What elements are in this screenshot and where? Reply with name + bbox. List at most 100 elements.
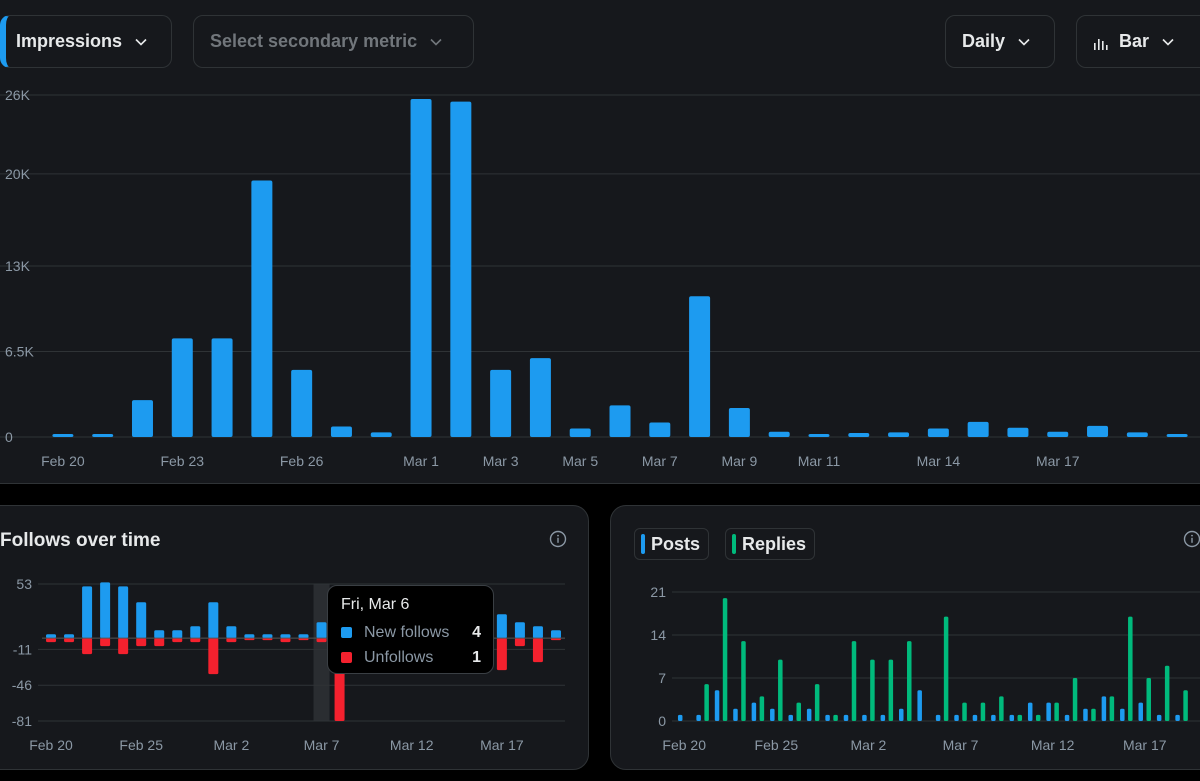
- unfollows-bar: [496, 638, 507, 671]
- hover-highlight: [313, 584, 330, 721]
- chevron-down-icon: [1161, 35, 1175, 49]
- new-follows-bar: [514, 622, 525, 639]
- impressions-bar: [848, 433, 870, 437]
- impressions-bar: [1087, 425, 1109, 437]
- y-tick-label: 26K: [5, 87, 31, 103]
- follows-panel-title: Follows over time: [0, 530, 161, 551]
- info-icon[interactable]: [549, 530, 567, 548]
- unfollows-bar: [172, 638, 183, 643]
- chevron-down-icon: [429, 35, 443, 49]
- posts-bar: [770, 708, 775, 721]
- new-follows-bar: [280, 634, 291, 639]
- replies-bar: [1183, 690, 1188, 721]
- replies-bar: [1035, 714, 1041, 721]
- impressions-bar: [927, 428, 949, 437]
- posts-bar: [1064, 714, 1070, 721]
- y-tick-label: 13K: [5, 258, 31, 274]
- unfollows-bar: [514, 638, 525, 647]
- posts-bar: [1083, 708, 1088, 721]
- interval-label: Daily: [962, 31, 1006, 51]
- new-follows-bar: [154, 630, 165, 639]
- replies-bar: [1164, 665, 1170, 721]
- x-tick-label: Feb 25: [755, 737, 799, 753]
- unfollows-bar: [280, 638, 291, 643]
- impressions-bar: [808, 434, 830, 437]
- y-tick-label: -46: [12, 677, 32, 693]
- x-tick-label: Mar 1: [403, 453, 439, 469]
- unfollows-bar: [64, 638, 75, 643]
- posts-bar: [843, 714, 849, 721]
- impressions-bar: [92, 433, 114, 437]
- impressions-bar: [251, 180, 273, 437]
- impressions-bar: [649, 422, 671, 437]
- legend-posts[interactable]: Posts: [634, 528, 710, 560]
- replies-bar: [759, 696, 765, 721]
- impressions-bar: [131, 400, 153, 437]
- legend-posts-label: Posts: [651, 533, 701, 554]
- x-tick-label: Mar 2: [213, 737, 249, 753]
- replies-bar: [1109, 696, 1115, 721]
- impressions-bar: [1007, 427, 1029, 437]
- secondary-metric-dropdown[interactable]: Select secondary metric: [193, 15, 474, 68]
- posts-bar: [972, 714, 978, 721]
- new-follows-bar: [118, 586, 129, 639]
- posts-bar: [677, 714, 683, 721]
- posts-bar: [1009, 714, 1015, 721]
- impressions-bar: [1126, 432, 1148, 437]
- unfollows-swatch: [341, 652, 352, 663]
- tooltip-value: 4: [472, 623, 481, 641]
- tooltip-row-unfollows: Unfollows 1: [341, 645, 481, 670]
- tooltip-date: Fri, Mar 6: [341, 596, 410, 613]
- posts-bar: [714, 690, 720, 721]
- replies-bar: [1054, 702, 1059, 721]
- replies-bar: [722, 598, 728, 721]
- impressions-bar: [768, 431, 790, 437]
- unfollows-bar: [100, 638, 111, 647]
- impressions-bar: [1166, 434, 1188, 437]
- tooltip-label: New follows: [364, 623, 450, 641]
- posts-swatch: [641, 534, 645, 554]
- impressions-panel: [0, 0, 1200, 484]
- tooltip-label: Unfollows: [364, 648, 434, 666]
- replies-bar: [704, 684, 709, 721]
- replies-bar: [1146, 678, 1151, 721]
- y-tick-label: 6.5K: [5, 344, 34, 360]
- primary-metric-dropdown[interactable]: Impressions: [0, 15, 172, 68]
- unfollows-bar: [118, 638, 129, 655]
- new-follows-bar: [262, 634, 273, 639]
- new-follows-bar: [532, 626, 543, 639]
- x-tick-label: Mar 17: [1036, 453, 1080, 469]
- posts-bar: [917, 690, 922, 721]
- chevron-down-icon: [1017, 35, 1031, 49]
- new-follows-bar: [550, 630, 561, 639]
- x-tick-label: Feb 20: [41, 453, 85, 469]
- interval-dropdown[interactable]: Daily: [945, 15, 1055, 68]
- chart-type-dropdown[interactable]: Bar: [1076, 15, 1200, 68]
- tooltip-value: 1: [472, 648, 481, 666]
- posts-bar: [806, 708, 812, 721]
- impressions-bar: [410, 98, 432, 437]
- x-tick-label: Mar 12: [390, 737, 434, 753]
- y-tick-label: 20K: [5, 166, 31, 182]
- y-tick-label: 14: [650, 627, 666, 643]
- primary-metric-label: Impressions: [16, 31, 123, 51]
- replies-bar: [1091, 708, 1096, 721]
- x-tick-label: Mar 7: [642, 453, 678, 469]
- replies-bar: [943, 616, 949, 721]
- new-follows-bar: [46, 634, 57, 639]
- replies-bar: [888, 659, 894, 721]
- legend-replies[interactable]: Replies: [725, 528, 816, 560]
- unfollows-bar: [82, 638, 93, 655]
- impressions-bar: [1047, 431, 1069, 437]
- x-tick-label: Mar 7: [304, 737, 340, 753]
- replies-bar: [980, 702, 986, 721]
- new-follows-bar: [208, 602, 219, 639]
- chevron-down-icon: [134, 35, 148, 49]
- x-tick-label: Mar 9: [721, 453, 757, 469]
- replies-bar: [870, 659, 875, 721]
- replies-bar: [851, 641, 857, 721]
- x-tick-label: Feb 26: [280, 453, 324, 469]
- y-tick-label: 21: [650, 584, 666, 600]
- x-tick-label: Feb 20: [662, 737, 706, 753]
